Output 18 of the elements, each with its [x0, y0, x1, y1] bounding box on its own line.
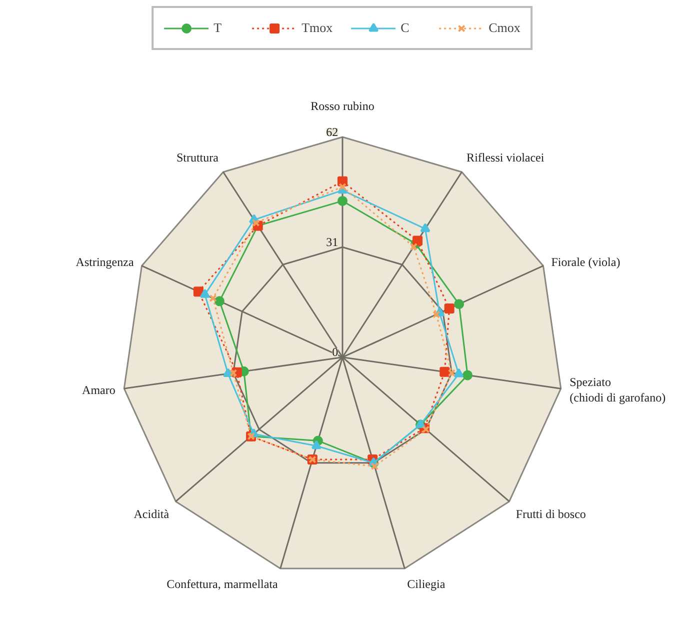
legend-label: T [214, 20, 223, 36]
spoke-label: Struttura [176, 150, 220, 165]
spoke-label: Astringenza [76, 255, 134, 270]
spoke-label: Ciliegia [407, 576, 446, 591]
spoke-label: Rosso rubino [310, 98, 374, 113]
y-tick-label: 0 [332, 345, 338, 360]
y-tick-label: 31 [326, 235, 338, 250]
spoke-label: Confettura, marmellata [166, 576, 279, 591]
y-tick-label: 62 [326, 124, 338, 139]
spoke-label: Fiorale (viola) [551, 255, 620, 270]
spoke-label: Riflessi violacei [466, 150, 545, 165]
spoke-label: Frutti di bosco [516, 507, 586, 522]
legend-label: C [400, 20, 410, 36]
spoke-label: Speziato (chiodi di garofano) [570, 375, 666, 405]
spoke-label: Amaro [82, 382, 116, 397]
spoke-label: Acidità [134, 507, 170, 522]
legend-label: Tmox [302, 20, 333, 36]
legend-label: Cmox [488, 20, 520, 36]
